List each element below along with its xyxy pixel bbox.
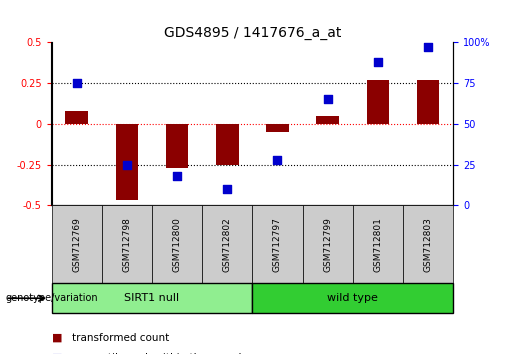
Title: GDS4895 / 1417676_a_at: GDS4895 / 1417676_a_at <box>164 26 341 40</box>
Bar <box>166 124 188 168</box>
Point <box>173 173 181 179</box>
Text: GSM712801: GSM712801 <box>373 217 382 272</box>
Text: GSM712802: GSM712802 <box>223 217 232 272</box>
Text: GSM712799: GSM712799 <box>323 217 332 272</box>
Bar <box>115 124 138 200</box>
Bar <box>216 124 238 165</box>
Text: percentile rank within the sample: percentile rank within the sample <box>72 353 248 354</box>
Text: GSM712803: GSM712803 <box>424 217 433 272</box>
Text: SIRT1 null: SIRT1 null <box>124 293 180 303</box>
Text: GSM712797: GSM712797 <box>273 217 282 272</box>
Text: GSM712798: GSM712798 <box>123 217 131 272</box>
Bar <box>65 111 88 124</box>
Text: GSM712769: GSM712769 <box>72 217 81 272</box>
Point <box>73 80 81 86</box>
Bar <box>367 80 389 124</box>
Bar <box>316 116 339 124</box>
Bar <box>417 80 439 124</box>
Point <box>273 157 282 162</box>
Point <box>424 45 432 50</box>
Text: transformed count: transformed count <box>72 333 169 343</box>
Text: GSM712800: GSM712800 <box>173 217 181 272</box>
Point <box>374 59 382 65</box>
Point <box>323 97 332 102</box>
Text: ■: ■ <box>52 353 62 354</box>
Text: genotype/variation: genotype/variation <box>5 293 98 303</box>
Bar <box>266 124 289 132</box>
Point <box>223 186 231 192</box>
Point <box>123 162 131 167</box>
Text: ■: ■ <box>52 333 62 343</box>
Text: wild type: wild type <box>328 293 378 303</box>
